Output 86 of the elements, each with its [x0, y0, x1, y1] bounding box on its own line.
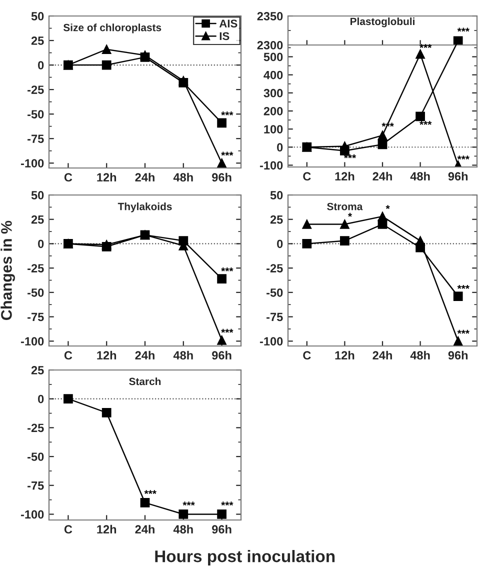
text: Size of chloroplasts	[63, 24, 162, 34]
y-tick-label: -50	[28, 110, 44, 118]
legend-label: IS	[220, 32, 230, 40]
y-tick-label: -25	[28, 86, 44, 94]
y-tick-label: 25	[31, 366, 44, 374]
y-tick-label: 500	[264, 52, 283, 62]
text: Starch	[129, 378, 161, 386]
x-tick-label: 96h	[212, 350, 232, 360]
annotation: ***	[221, 502, 234, 506]
x-tick-label: C	[64, 351, 72, 360]
x-tick-label: C	[64, 525, 72, 534]
x-axis-title: Hours post inoculation	[155, 550, 335, 566]
x-tick-label: 24h	[372, 172, 392, 180]
annotation: ***	[457, 330, 470, 334]
x-tick-label: 48h	[410, 172, 430, 181]
legend-label: AIS	[219, 20, 238, 28]
chart-title: Plastoglobuli	[350, 17, 414, 28]
x-tick-label: 12h	[97, 524, 116, 534]
y-tick-label: -100	[20, 337, 44, 346]
x-tick-label: 48h	[173, 350, 193, 360]
annotation: ***	[221, 112, 234, 116]
x-tick-label: 96h	[448, 172, 468, 181]
y-tick-label: -50	[28, 288, 44, 297]
y-tick-label: 25	[31, 215, 44, 224]
x-tick-label: 96h	[212, 524, 232, 534]
y-tick-label: 400	[264, 70, 283, 80]
annotation: ***	[221, 328, 234, 333]
y-tick-label: -100	[260, 337, 283, 346]
annotation: ***	[457, 156, 470, 160]
y-tick-label: 2300	[257, 41, 283, 50]
text: Stroma	[327, 202, 363, 210]
y-tick-label: 25	[31, 36, 44, 45]
annotation: ***	[457, 28, 470, 32]
x-tick-label: 96h	[448, 350, 468, 360]
y-tick-label: -25	[28, 264, 44, 272]
y-axis-title: Changes in %	[0, 220, 15, 320]
annotation: *	[348, 212, 352, 217]
x-tick-label: C	[303, 351, 311, 360]
y-tick-label: -100	[20, 159, 44, 168]
y-tick-label: -75	[28, 312, 44, 322]
text: Thylakoids	[118, 202, 172, 212]
y-tick-label: -75	[266, 312, 283, 322]
y-tick-label: 0	[38, 240, 44, 248]
x-tick-label: 24h	[372, 350, 392, 360]
y-tick-label: -25	[266, 264, 283, 272]
y-tick-label: -25	[28, 424, 44, 432]
y-tick-label: 25	[270, 215, 283, 224]
y-tick-label: 0	[277, 240, 283, 248]
y-tick-label: -100	[260, 161, 283, 170]
x-tick-label: 12h	[97, 350, 116, 360]
x-tick-label: 96h	[212, 172, 232, 182]
y-tick-label: 200	[264, 107, 283, 116]
x-tick-label: 48h	[173, 172, 193, 182]
y-tick-label: -75	[28, 482, 44, 490]
y-tick-label: 100	[264, 125, 283, 134]
annotation: ***	[221, 152, 234, 156]
y-tick-label: 50	[31, 12, 44, 20]
x-tick-label: 24h	[135, 172, 154, 182]
annotation: ***	[182, 502, 195, 506]
x-tick-label: 24h	[135, 350, 154, 360]
annotation: ***	[344, 154, 356, 158]
x-tick-label: 24h	[135, 524, 154, 534]
x-tick-label: 12h	[97, 172, 116, 182]
x-tick-label: 12h	[335, 350, 354, 360]
y-tick-label: 2350	[257, 12, 283, 20]
x-tick-label: C	[64, 173, 72, 182]
y-tick-label: 0	[277, 143, 283, 152]
annotation: *	[386, 205, 390, 210]
y-tick-label: -100	[20, 510, 44, 519]
y-tick-label: 50	[270, 191, 283, 200]
y-tick-label: -50	[28, 452, 44, 461]
x-tick-label: C	[303, 172, 311, 181]
annotation: ***	[457, 285, 470, 289]
y-tick-label: 0	[38, 394, 44, 404]
x-tick-label: 48h	[173, 524, 193, 534]
x-tick-label: 48h	[410, 350, 430, 360]
annotation: ***	[144, 490, 156, 494]
y-tick-label: 0	[38, 61, 44, 70]
y-tick-label: 50	[31, 191, 44, 200]
annotation: ***	[221, 267, 234, 272]
annotation: ***	[420, 44, 432, 48]
y-tick-label: -75	[28, 134, 44, 143]
y-tick-label: -50	[266, 288, 283, 297]
x-tick-label: 12h	[335, 172, 354, 180]
annotation: ***	[420, 120, 432, 125]
y-tick-label: 300	[264, 88, 283, 98]
